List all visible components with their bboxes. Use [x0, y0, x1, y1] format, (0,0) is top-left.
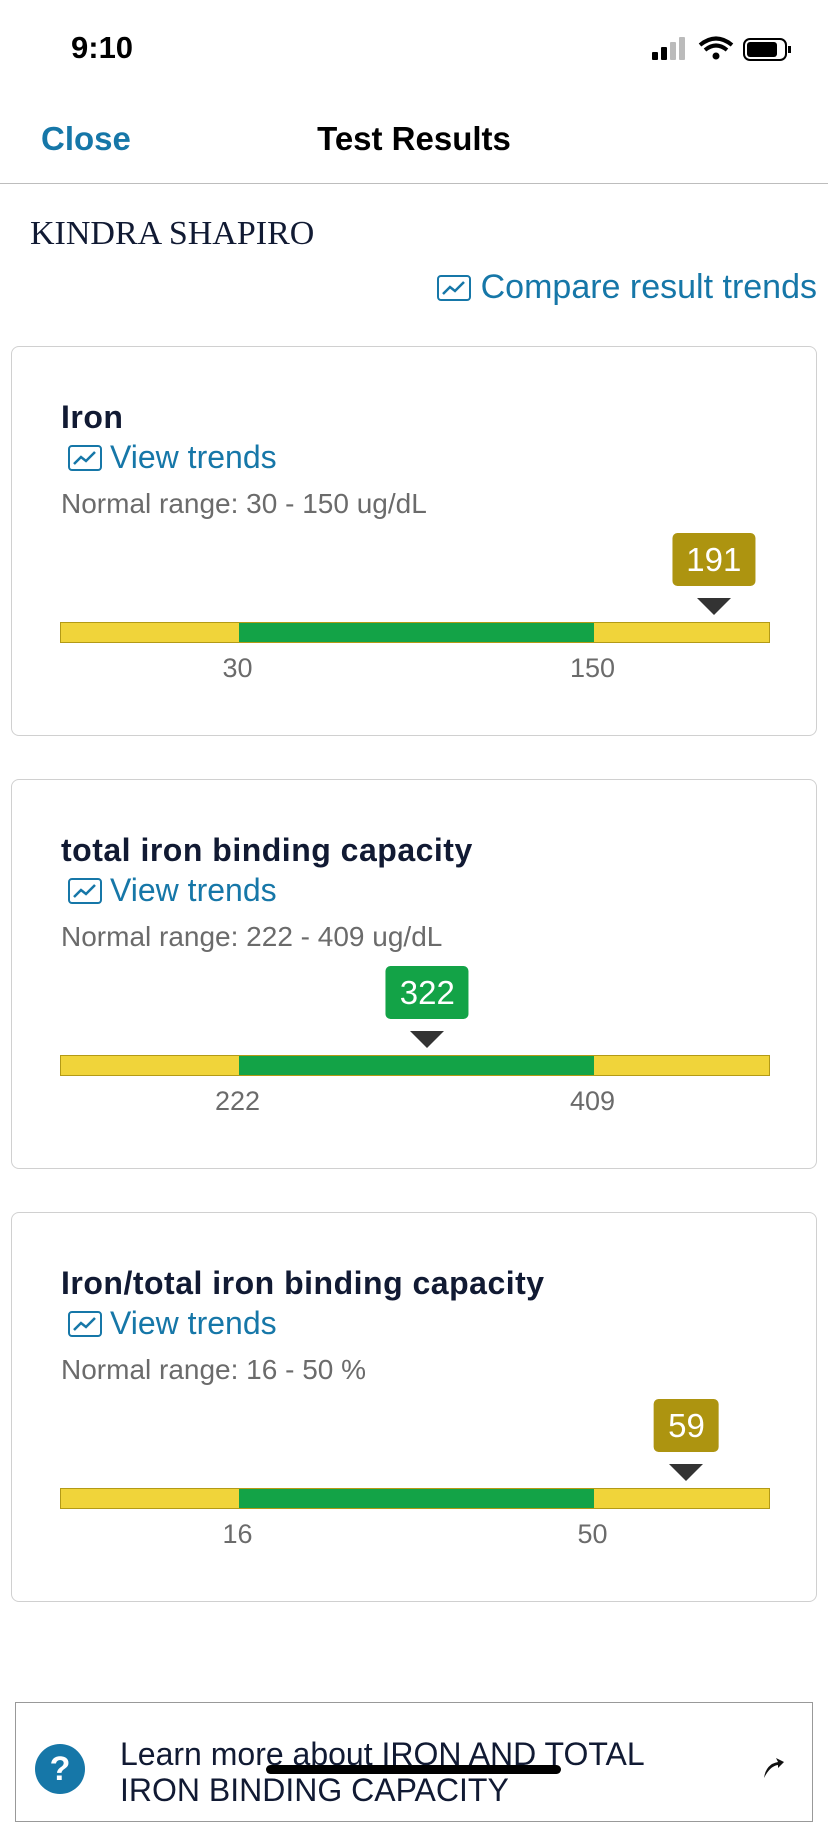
normal-segment — [238, 1056, 594, 1075]
normal-segment — [238, 623, 594, 642]
patient-name: KINDRA SHAPIRO — [30, 215, 315, 252]
normal-range: Normal range: 16 - 50 % — [61, 1354, 367, 1385]
compare-text[interactable]: Compare result trends — [480, 268, 817, 306]
help-icon: ? — [35, 1744, 85, 1794]
result-card: total iron binding capacity View trends No… — [11, 779, 817, 1169]
compare-link[interactable]: Compare result trends — [436, 268, 817, 307]
range-tick-label: 16 — [222, 1519, 253, 1549]
result-card: Iron View trends Normal range: 30 - 150 ug… — [11, 346, 817, 736]
normal-range: Normal range: 30 - 150 ug/dL — [61, 488, 427, 519]
nav-title: Test Results — [317, 120, 511, 157]
home-indicator — [266, 1765, 561, 1774]
trend-icon — [68, 444, 102, 471]
divider — [0, 183, 828, 184]
result-value: 191 — [672, 533, 756, 586]
result-card: Iron/total iron binding capacity View tre… — [11, 1212, 817, 1602]
range-bar — [60, 1055, 770, 1076]
trend-icon — [436, 274, 471, 301]
value-pointer — [410, 1031, 445, 1048]
range-bar — [60, 622, 770, 643]
range-tick-label: 409 — [569, 1086, 616, 1116]
range-tick-label: 222 — [214, 1086, 261, 1116]
value-pointer — [696, 598, 731, 615]
result-value: 59 — [654, 1399, 719, 1452]
result-title: Iron/total iron binding capacity — [61, 1265, 545, 1301]
external-icon — [764, 1758, 784, 1778]
result-value: 322 — [385, 966, 469, 1019]
view-trends-text[interactable]: View trends — [110, 439, 277, 475]
view-trends-text[interactable]: View trends — [110, 1305, 277, 1341]
result-title: Iron — [61, 399, 124, 435]
range-tick-label: 50 — [577, 1519, 608, 1549]
value-pointer — [669, 1464, 704, 1481]
range-tick-label: 150 — [569, 653, 616, 683]
view-trends-link[interactable]: View trends — [68, 439, 277, 476]
view-trends-link[interactable]: View trends — [68, 1305, 277, 1342]
trend-icon — [68, 877, 102, 904]
view-trends-text[interactable]: View trends — [110, 872, 277, 908]
status-icons — [652, 36, 791, 61]
view-trends-link[interactable]: View trends — [68, 872, 277, 909]
range-bar — [60, 1488, 770, 1509]
result-title: total iron binding capacity — [61, 832, 473, 868]
normal-segment — [238, 1489, 594, 1508]
close-button[interactable]: Close — [41, 120, 131, 157]
normal-range: Normal range: 222 - 409 ug/dL — [61, 921, 443, 952]
range-tick-label: 30 — [222, 653, 253, 683]
trend-icon — [68, 1310, 102, 1337]
status-time: 9:10 — [71, 30, 134, 65]
